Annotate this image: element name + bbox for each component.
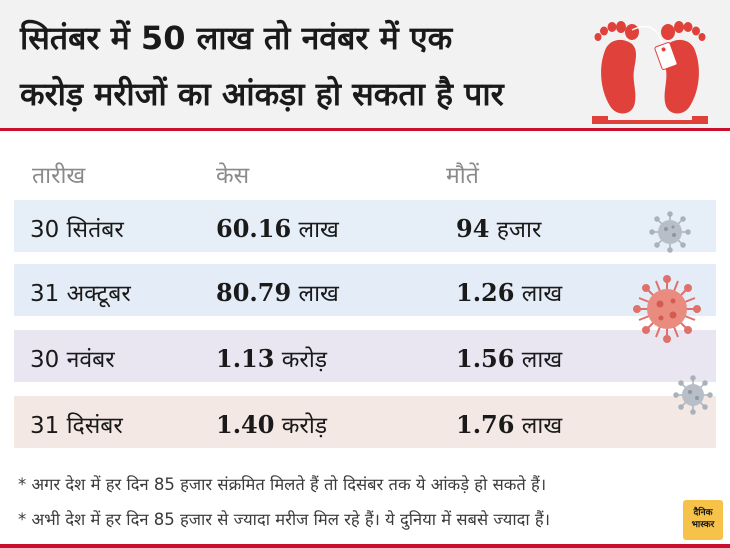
- footnote-1: * अगर देश में हर दिन 85 हजार संक्रमित मि…: [18, 475, 547, 494]
- title-line-1: सितंबर में 50 लाख तो नवंबर में एक: [20, 19, 453, 57]
- feet-with-toe-tag-icon: [592, 21, 708, 124]
- title-line-2: करोड़ मरीजों का आंकड़ा हो सकता है पार: [20, 75, 504, 113]
- cases-number: 1.13: [216, 344, 275, 373]
- row-deaths: 94 हजार: [456, 212, 541, 244]
- column-header-date: तारीख: [32, 163, 86, 189]
- row-date: 31 दिसंबर: [30, 413, 123, 439]
- table-row: 31 दिसंबर 1.40 करोड़ 1.76 लाख: [14, 396, 716, 448]
- cases-unit: करोड़: [281, 347, 328, 373]
- row-date: 31 अक्टूबर: [30, 281, 131, 307]
- header: सितंबर में 50 लाख तो नवंबर में एक करोड़ …: [0, 0, 730, 128]
- header-divider: [0, 128, 730, 131]
- coronavirus-icon: [633, 275, 701, 343]
- cases-unit: लाख: [298, 281, 339, 307]
- cases-number: 1.40: [216, 410, 275, 439]
- row-deaths: 1.56 लाख: [456, 342, 562, 374]
- row-cases: 1.13 करोड़: [216, 342, 327, 374]
- coronavirus-icon: [649, 211, 691, 253]
- cases-unit: करोड़: [281, 413, 328, 439]
- cases-number: 60.16: [216, 214, 292, 243]
- deaths-number: 1.26: [456, 278, 515, 307]
- cases-unit: लाख: [298, 217, 339, 243]
- row-cases: 60.16 लाख: [216, 212, 339, 244]
- deaths-number: 1.76: [456, 410, 515, 439]
- cases-number: 80.79: [216, 278, 292, 307]
- coronavirus-icon: [673, 375, 713, 415]
- logo-line-1: दैनिक: [693, 508, 713, 518]
- table-row: 31 अक्टूबर 80.79 लाख 1.26 लाख: [14, 264, 716, 316]
- deaths-unit: लाख: [521, 413, 563, 439]
- deaths-unit: हजार: [496, 217, 542, 243]
- table-row: 30 नवंबर 1.13 करोड़ 1.56 लाख: [14, 330, 716, 382]
- column-header-cases: केस: [216, 163, 250, 189]
- column-header-deaths: मौतें: [446, 163, 479, 189]
- row-deaths: 1.26 लाख: [456, 276, 562, 308]
- table-row: 30 सितंबर 60.16 लाख 94 हजार: [14, 200, 716, 252]
- footer-divider: [0, 544, 730, 548]
- row-date: 30 सितंबर: [30, 217, 124, 243]
- deaths-number: 94: [456, 214, 490, 243]
- row-cases: 80.79 लाख: [216, 276, 339, 308]
- dainik-bhaskar-logo: दैनिक भास्कर: [683, 500, 723, 540]
- logo-line-2: भास्कर: [691, 520, 715, 530]
- row-cases: 1.40 करोड़: [216, 408, 327, 440]
- deaths-number: 1.56: [456, 344, 515, 373]
- deaths-unit: लाख: [521, 347, 563, 373]
- footnote-2: * अभी देश में हर दिन 85 हजार से ज्यादा म…: [18, 510, 550, 529]
- deaths-unit: लाख: [521, 281, 563, 307]
- page-title: सितंबर में 50 लाख तो नवंबर में एक करोड़ …: [20, 10, 580, 122]
- row-date: 30 नवंबर: [30, 347, 115, 373]
- row-deaths: 1.76 लाख: [456, 408, 562, 440]
